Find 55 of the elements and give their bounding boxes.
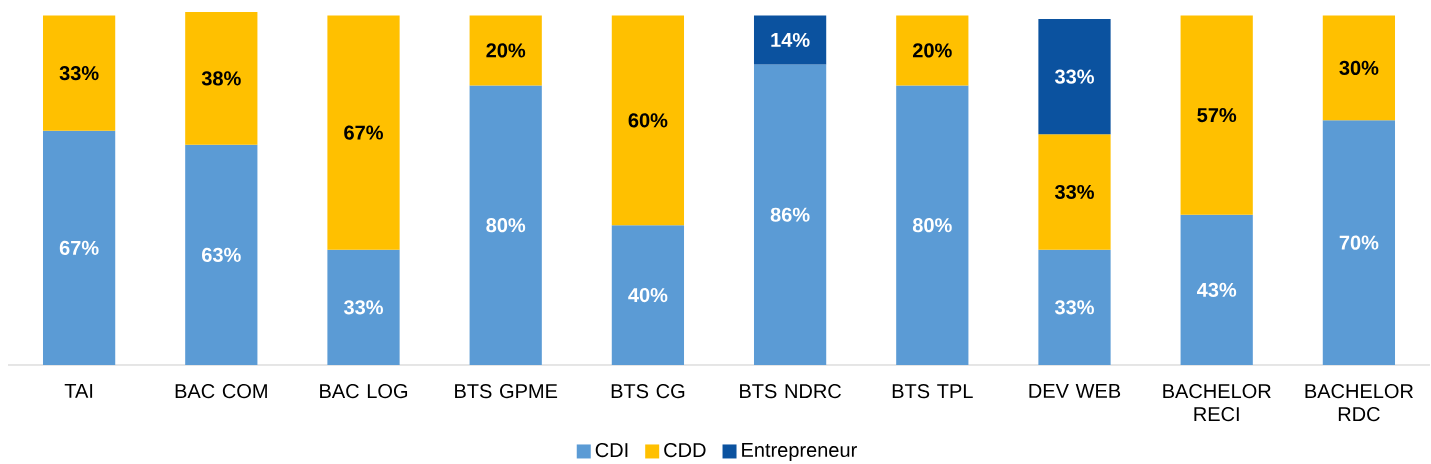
bar <box>1038 249 1111 365</box>
bar <box>611 15 685 226</box>
data-label: 14% <box>771 32 810 47</box>
data-label: 60% <box>628 113 668 128</box>
bar <box>185 144 258 365</box>
data-label: 38% <box>201 71 241 86</box>
data-label: 86% <box>770 207 810 222</box>
x-tick-label: BTS TPL <box>892 384 973 399</box>
data-label: 33% <box>343 300 383 315</box>
data-label: 33% <box>1054 300 1094 315</box>
data-label: 67% <box>59 240 99 255</box>
bar <box>896 15 969 86</box>
bar <box>1038 18 1111 135</box>
bar <box>42 15 116 131</box>
bar <box>1180 15 1253 215</box>
x-tick-label: BAC LOG <box>320 384 408 399</box>
data-label: 20% <box>912 43 952 58</box>
x-tick-label: BACHELOR RECI <box>1163 384 1271 422</box>
bar <box>469 15 542 86</box>
data-label: 80% <box>912 218 952 233</box>
legend-label: CDD <box>664 442 706 458</box>
legend-label: Entrepreneur <box>742 443 857 461</box>
data-label: 63% <box>202 247 241 262</box>
bar <box>185 11 258 145</box>
bar <box>42 130 116 365</box>
data-label: 80% <box>486 218 526 233</box>
x-tick-label: BTS CG <box>611 384 685 399</box>
x-tick-label: TAI <box>64 384 93 398</box>
data-label: 40% <box>628 288 668 303</box>
bar <box>611 225 685 365</box>
data-label: 33% <box>59 66 99 81</box>
bar <box>1180 214 1253 365</box>
x-tick-label: BTS GPME <box>455 384 558 399</box>
bar <box>327 15 400 250</box>
bar <box>1038 134 1111 250</box>
bar <box>896 85 969 365</box>
data-label: 70% <box>1339 235 1379 250</box>
data-label: 33% <box>1054 69 1094 84</box>
bar <box>753 15 827 65</box>
bar <box>1322 120 1396 365</box>
x-tick-label: DEV WEB <box>1029 384 1121 398</box>
bar <box>469 85 542 365</box>
x-tick-label: BACHELOR RDC <box>1305 384 1413 422</box>
data-label: 57% <box>1197 108 1237 123</box>
x-tick-label: BTS NDRC <box>740 384 841 399</box>
data-label: 67% <box>344 125 383 140</box>
data-label: 20% <box>486 43 526 58</box>
data-label: 30% <box>1339 60 1379 75</box>
legend-label: CDI <box>595 442 628 458</box>
bar <box>327 249 400 365</box>
bar <box>753 64 827 365</box>
bar <box>1322 15 1396 121</box>
x-tick-label: BAC COM <box>175 384 267 399</box>
data-label: 33% <box>1054 184 1094 200</box>
data-label: 43% <box>1197 282 1237 297</box>
